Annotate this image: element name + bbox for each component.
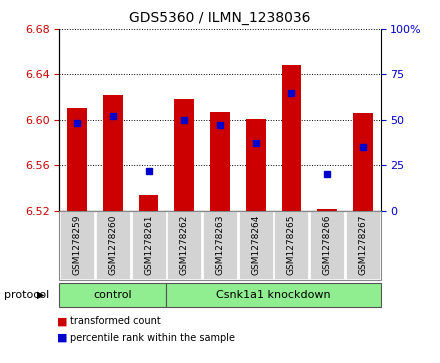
Bar: [317, 209, 337, 211]
Text: GSM1278262: GSM1278262: [180, 215, 189, 275]
Text: GSM1278265: GSM1278265: [287, 215, 296, 275]
Bar: [175, 99, 194, 211]
Text: percentile rank within the sample: percentile rank within the sample: [70, 333, 235, 343]
Text: Csnk1a1 knockdown: Csnk1a1 knockdown: [216, 290, 331, 300]
Text: ▶: ▶: [37, 290, 45, 300]
Text: GSM1278260: GSM1278260: [108, 215, 117, 275]
Text: protocol: protocol: [4, 290, 50, 300]
Text: transformed count: transformed count: [70, 316, 161, 326]
Bar: [282, 65, 301, 211]
Text: GSM1278263: GSM1278263: [216, 215, 224, 275]
Text: GSM1278266: GSM1278266: [323, 215, 332, 275]
Bar: [246, 119, 265, 211]
Title: GDS5360 / ILMN_1238036: GDS5360 / ILMN_1238036: [129, 11, 311, 25]
Text: GSM1278267: GSM1278267: [358, 215, 367, 275]
Bar: [210, 112, 230, 211]
Text: GSM1278264: GSM1278264: [251, 215, 260, 275]
Bar: [103, 95, 123, 211]
Text: GSM1278261: GSM1278261: [144, 215, 153, 275]
Bar: [139, 195, 158, 211]
Text: GSM1278259: GSM1278259: [73, 215, 82, 275]
Text: ■: ■: [57, 316, 68, 326]
Text: ■: ■: [57, 333, 68, 343]
Text: control: control: [94, 290, 132, 300]
Bar: [353, 113, 373, 211]
Bar: [67, 109, 87, 211]
